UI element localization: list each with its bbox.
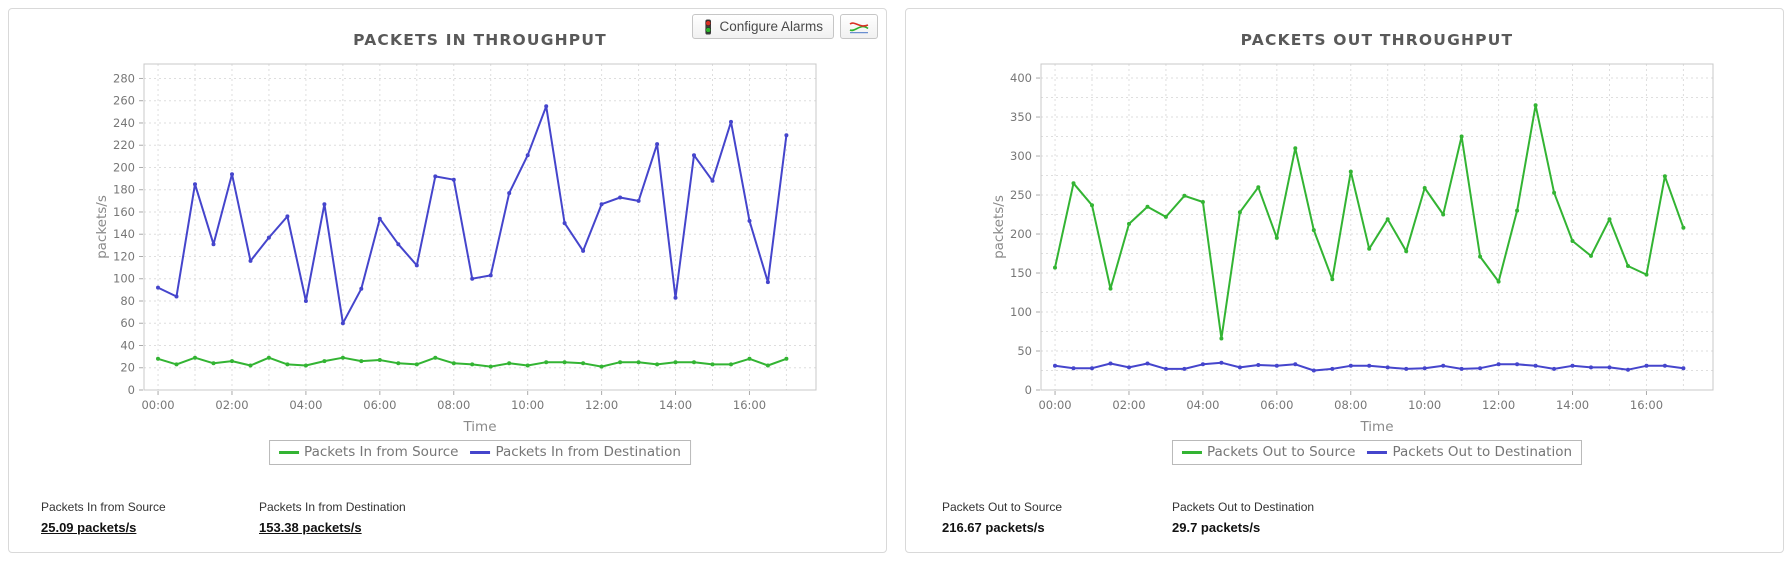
svg-text:04:00: 04:00 <box>1186 398 1219 412</box>
svg-text:160: 160 <box>113 205 135 219</box>
svg-text:220: 220 <box>113 138 135 152</box>
svg-text:120: 120 <box>113 249 135 263</box>
legend-item: Packets Out to Destination <box>1367 444 1572 460</box>
chart-type-button[interactable] <box>840 14 878 39</box>
svg-text:06:00: 06:00 <box>363 398 396 412</box>
svg-text:12:00: 12:00 <box>1482 398 1515 412</box>
svg-text:50: 50 <box>1017 344 1032 358</box>
legend-label: Packets Out to Destination <box>1392 444 1573 460</box>
svg-text:packets/s: packets/s <box>991 195 1007 259</box>
svg-text:12:00: 12:00 <box>585 398 618 412</box>
legend-item: Packets Out to Source <box>1181 444 1356 460</box>
svg-text:10:00: 10:00 <box>511 398 544 412</box>
legend-item: Packets In from Source <box>279 444 458 460</box>
stat-value: 29.7 packets/s <box>1172 520 1261 535</box>
svg-text:Time: Time <box>462 419 496 435</box>
chart-legend: Packets Out to Source Packets Out to Des… <box>1171 440 1583 465</box>
packets-out-chart[interactable]: 0 50 100 150 200 250 300 350 400 00:00 02:00 04:00 0… <box>906 9 1783 479</box>
svg-text:02:00: 02:00 <box>1112 398 1145 412</box>
stat-label: Packets In from Destination <box>259 500 406 514</box>
svg-text:20: 20 <box>120 361 135 375</box>
svg-text:PACKETS IN THROUGHPUT: PACKETS IN THROUGHPUT <box>353 31 607 49</box>
svg-text:packets/s: packets/s <box>94 195 110 259</box>
svg-text:60: 60 <box>120 316 135 330</box>
svg-text:0: 0 <box>128 383 135 397</box>
svg-text:150: 150 <box>1010 266 1032 280</box>
svg-text:180: 180 <box>113 183 135 197</box>
chart-legend: Packets In from Source Packets In from D… <box>269 440 691 465</box>
stat-packets-in-source: Packets In from Source 25.09 packets/s <box>41 500 166 537</box>
svg-text:16:00: 16:00 <box>1630 398 1663 412</box>
stat-packets-out-destination: Packets Out to Destination 29.7 packets/… <box>1172 500 1314 537</box>
packets-in-chart[interactable]: 0 20 40 60 80 100 120 140 160 180 200 220 240 260 280 0… <box>9 9 886 479</box>
svg-text:14:00: 14:00 <box>659 398 692 412</box>
legend-item: Packets In from Destination <box>470 444 681 460</box>
svg-text:350: 350 <box>1010 110 1032 124</box>
svg-text:260: 260 <box>113 94 135 108</box>
svg-text:10:00: 10:00 <box>1408 398 1441 412</box>
svg-text:0: 0 <box>1025 383 1032 397</box>
svg-text:02:00: 02:00 <box>215 398 248 412</box>
line-chart-icon <box>849 22 869 34</box>
svg-text:400: 400 <box>1010 71 1032 85</box>
legend-swatch <box>1181 450 1202 454</box>
svg-text:200: 200 <box>113 160 135 174</box>
svg-text:200: 200 <box>1010 227 1032 241</box>
svg-text:240: 240 <box>113 116 135 130</box>
svg-text:100: 100 <box>113 272 135 286</box>
legend-swatch <box>470 450 491 454</box>
stat-label: Packets Out to Destination <box>1172 500 1315 514</box>
stat-packets-in-destination: Packets In from Destination 153.38 packe… <box>259 500 406 537</box>
stat-label: Packets Out to Source <box>942 500 1063 514</box>
packets-in-throughput-panel: 0 20 40 60 80 100 120 140 160 180 200 220 240 260 280 0… <box>8 8 887 553</box>
svg-text:Time: Time <box>1359 419 1393 435</box>
legend-label: Packets In from Source <box>304 444 459 460</box>
svg-text:04:00: 04:00 <box>289 398 322 412</box>
packets-out-throughput-panel: 0 50 100 150 200 250 300 350 400 00:00 02:00 04:00 0… <box>905 8 1784 553</box>
svg-text:280: 280 <box>113 71 135 85</box>
legend-label: Packets Out to Source <box>1206 444 1356 460</box>
svg-text:08:00: 08:00 <box>1334 398 1367 412</box>
stat-value[interactable]: 153.38 packets/s <box>259 520 362 535</box>
stat-label: Packets In from Source <box>41 500 166 514</box>
svg-text:00:00: 00:00 <box>1038 398 1071 412</box>
svg-text:300: 300 <box>1010 149 1032 163</box>
stat-value: 216.67 packets/s <box>942 520 1045 535</box>
svg-text:250: 250 <box>1010 188 1032 202</box>
stat-packets-out-source: Packets Out to Source 216.67 packets/s <box>942 500 1062 537</box>
svg-text:80: 80 <box>120 294 135 308</box>
svg-text:06:00: 06:00 <box>1260 398 1293 412</box>
chart-toolbar: Configure Alarms <box>692 14 878 39</box>
configure-alarms-label: Configure Alarms <box>719 19 823 34</box>
legend-label: Packets In from Destination <box>495 444 681 460</box>
svg-text:00:00: 00:00 <box>141 398 174 412</box>
svg-text:08:00: 08:00 <box>437 398 470 412</box>
svg-text:14:00: 14:00 <box>1556 398 1589 412</box>
svg-text:140: 140 <box>113 227 135 241</box>
traffic-light-icon <box>705 19 712 34</box>
svg-text:PACKETS OUT THROUGHPUT: PACKETS OUT THROUGHPUT <box>1241 31 1514 49</box>
configure-alarms-button[interactable]: Configure Alarms <box>692 14 834 39</box>
svg-text:16:00: 16:00 <box>733 398 766 412</box>
legend-swatch <box>1367 450 1388 454</box>
svg-text:40: 40 <box>120 338 135 352</box>
svg-text:100: 100 <box>1010 305 1032 319</box>
legend-swatch <box>279 450 300 454</box>
stat-value[interactable]: 25.09 packets/s <box>41 520 137 535</box>
